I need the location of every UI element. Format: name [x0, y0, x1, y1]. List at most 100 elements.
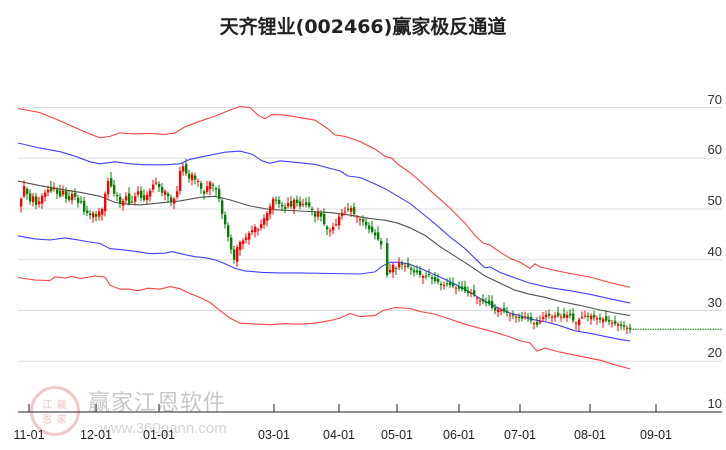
candle-up	[266, 213, 269, 221]
candle-down	[296, 199, 299, 203]
candle-down	[110, 178, 113, 187]
candle-up	[152, 184, 155, 190]
y-tick-label: 10	[707, 396, 722, 411]
candle-down	[185, 164, 188, 174]
candle-down	[290, 200, 293, 207]
outer-upper-line	[17, 105, 631, 288]
candle-up	[617, 324, 620, 326]
chart-title: 天齐锂业(002466)赢家极反通道	[219, 16, 507, 38]
candle-down	[527, 316, 530, 319]
y-tick-label: 40	[707, 243, 722, 259]
candle-up	[239, 241, 242, 250]
candle-up	[338, 216, 341, 226]
candle-down	[419, 270, 422, 275]
candle-down	[299, 201, 302, 207]
candle-down	[218, 189, 221, 199]
candle-down	[548, 313, 551, 316]
candle-down	[623, 325, 626, 327]
candle-up	[179, 170, 182, 191]
candle-down	[59, 190, 62, 197]
candle-up	[500, 310, 503, 312]
watermark-logo-char: 家	[57, 415, 67, 426]
candle-down	[143, 195, 146, 200]
candle-down	[608, 319, 611, 322]
candle-up	[164, 191, 167, 195]
candle-up	[359, 219, 362, 221]
x-tick-label: 05-01	[381, 428, 413, 442]
candle-up	[260, 224, 263, 228]
candle-down	[203, 191, 206, 194]
candle-down	[128, 193, 131, 204]
candle-down	[35, 196, 38, 205]
candle-up	[596, 318, 599, 320]
x-tick-label: 08-01	[574, 428, 606, 442]
candle-down	[563, 313, 566, 318]
candle-down	[311, 208, 314, 211]
candle-down	[587, 315, 590, 318]
candle-up	[389, 269, 392, 273]
outer-lower-line	[17, 275, 631, 370]
candle-up	[206, 186, 209, 192]
candle-down	[233, 249, 236, 260]
candle-down	[386, 242, 389, 275]
candle-down	[473, 290, 476, 296]
candle-up	[566, 315, 569, 318]
y-tick-label: 50	[707, 193, 722, 208]
candle-down	[452, 282, 455, 287]
candle-down	[449, 282, 452, 286]
candle-up	[62, 190, 65, 195]
candle-down	[605, 316, 608, 321]
candle-down	[485, 301, 488, 303]
candle-up	[104, 193, 107, 212]
candle-up	[44, 192, 47, 197]
candle-up	[155, 182, 158, 184]
candle-up	[257, 229, 260, 231]
candle-up	[107, 181, 110, 195]
candle-down	[461, 286, 464, 290]
middle-line	[17, 180, 631, 317]
candle-down	[119, 196, 122, 204]
candle-down	[521, 316, 524, 319]
y-tick-label: 30	[707, 294, 722, 310]
candle-up	[497, 309, 500, 313]
candle-up	[335, 224, 338, 226]
candle-up	[209, 182, 212, 190]
candle-up	[41, 195, 44, 204]
candle-down	[464, 286, 467, 292]
candle-down	[74, 192, 77, 197]
candle-down	[503, 308, 506, 312]
candle-down	[536, 321, 539, 325]
candle-down	[224, 214, 227, 225]
candle-up	[254, 226, 257, 233]
candle-down	[215, 188, 218, 190]
y-tick-label: 60	[707, 142, 722, 158]
candle-up	[344, 211, 347, 213]
candle-down	[113, 184, 116, 194]
candle-up	[398, 262, 401, 268]
candle-down	[380, 240, 383, 245]
x-tick-label: 03-01	[258, 428, 290, 442]
candle-down	[65, 191, 68, 199]
candle-down	[467, 290, 470, 294]
candle-down	[170, 197, 173, 202]
candle-up	[470, 292, 473, 294]
candle-up	[122, 200, 125, 206]
candle-down	[281, 204, 284, 207]
candle-up	[182, 166, 185, 172]
candle-down	[446, 283, 449, 285]
candle-down	[347, 208, 350, 211]
candle-down	[50, 186, 53, 192]
candle-down	[629, 327, 632, 330]
candle-up	[524, 316, 527, 318]
x-tick-label: 04-01	[323, 428, 355, 442]
watermark-logo: 江 赢 恩 家	[30, 386, 80, 436]
candle-down	[86, 210, 89, 214]
candle-down	[227, 225, 230, 237]
candle-up	[443, 285, 446, 287]
candle-up	[332, 226, 335, 231]
candle-down	[593, 314, 596, 318]
candle-up	[611, 322, 614, 324]
candle-down	[77, 197, 80, 203]
candle-down	[482, 299, 485, 302]
candle-up	[47, 189, 50, 193]
